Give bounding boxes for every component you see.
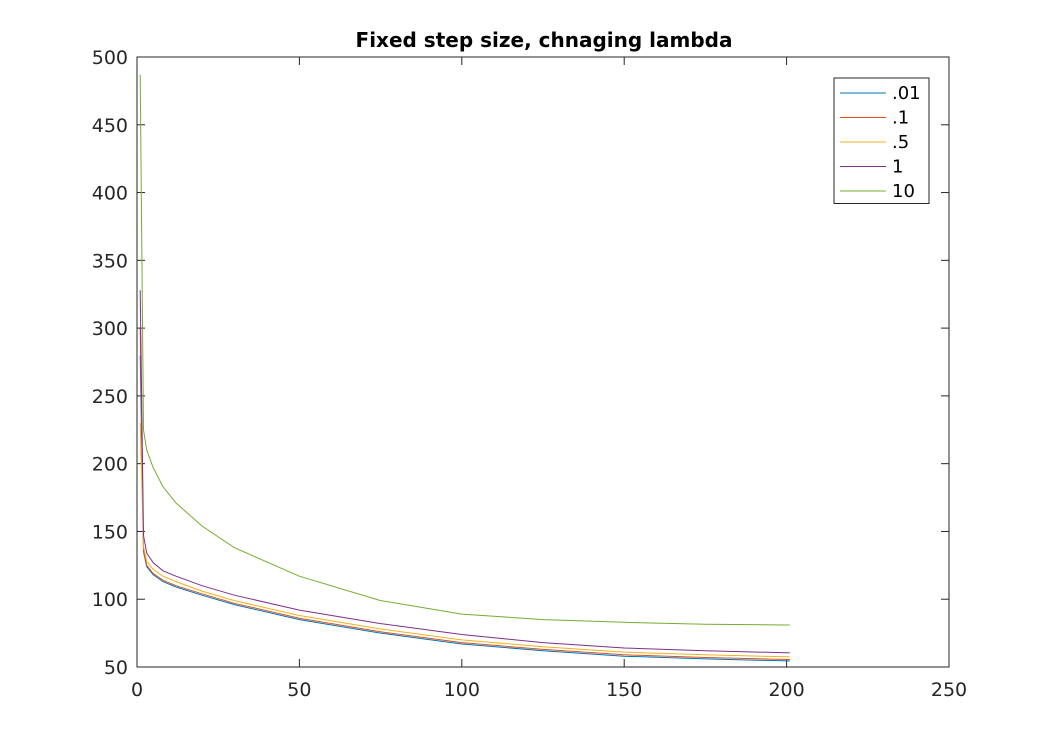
axis-ticks: 0 50 100 150 200 2505010015020025030035040045… xyxy=(92,47,967,701)
series-line-1 xyxy=(139,328,790,660)
legend-label-4: 10 xyxy=(892,181,915,202)
x-tick-label: 150 xyxy=(606,679,642,701)
series-line-0 xyxy=(139,355,790,662)
legend-box xyxy=(833,77,930,204)
x-tick-label: 50 xyxy=(287,679,311,701)
y-tick-label: 250 xyxy=(92,386,128,408)
y-tick-label: 350 xyxy=(92,250,128,272)
x-tick-label: 200 xyxy=(768,679,804,701)
y-tick-label: 500 xyxy=(92,47,128,69)
x-tick-label: 100 xyxy=(444,679,480,701)
legend-label-0: .01 xyxy=(892,83,921,104)
series-line-3 xyxy=(139,290,790,654)
y-tick-label: 50 xyxy=(104,657,128,679)
x-tick-label: 250 xyxy=(931,679,967,701)
legend: .01 .1 .5 1 10 xyxy=(833,77,930,204)
legend-label-2: .5 xyxy=(892,132,909,153)
y-tick-label: 100 xyxy=(92,589,128,611)
plot-area xyxy=(136,56,950,668)
y-tick-label: 150 xyxy=(92,521,128,543)
series-line-2 xyxy=(139,422,790,658)
y-tick-label: 450 xyxy=(92,115,128,137)
legend-label-3: 1 xyxy=(892,157,903,178)
x-tick-label: 0 xyxy=(131,679,143,701)
series-line-4 xyxy=(139,74,790,626)
y-tick-label: 300 xyxy=(92,318,128,340)
y-tick-label: 400 xyxy=(92,183,128,205)
legend-label-1: .1 xyxy=(892,108,909,129)
series-lines xyxy=(139,74,790,662)
y-tick-label: 200 xyxy=(92,454,128,476)
chart-title: Fixed step size, chnaging lambda xyxy=(356,28,733,52)
